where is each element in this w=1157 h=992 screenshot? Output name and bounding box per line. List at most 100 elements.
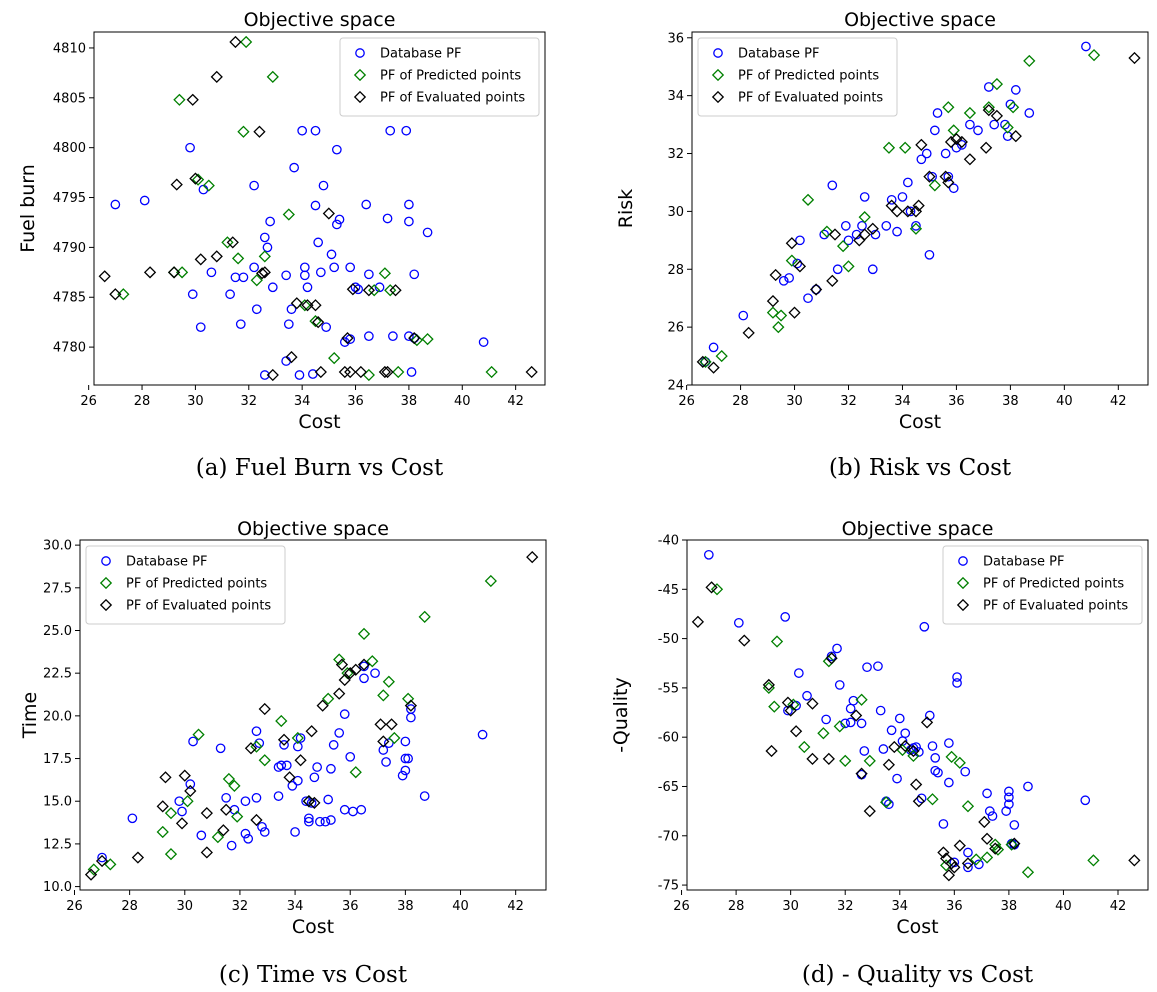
y-tick-label: -70 <box>658 829 679 844</box>
data-point <box>1006 101 1020 114</box>
x-tick-label: 40 <box>452 899 469 914</box>
x-tick-label: 42 <box>1110 899 1127 914</box>
data-point <box>98 270 111 283</box>
data-point <box>923 170 936 183</box>
data-point <box>783 705 793 716</box>
data-point <box>526 550 539 564</box>
data-point <box>287 781 298 791</box>
data-point <box>84 868 98 881</box>
data-point <box>279 740 289 750</box>
x-tick-label: 30 <box>786 394 803 409</box>
data-point <box>933 767 943 778</box>
data-point <box>888 740 901 754</box>
figure-caption: (c) Time vs Cost <box>219 962 408 988</box>
x-tick-label: 34 <box>294 394 311 409</box>
data-point <box>356 804 367 815</box>
plot-frame <box>691 31 1149 386</box>
data-point <box>983 82 994 92</box>
data-point <box>875 705 886 716</box>
data-point <box>258 250 271 263</box>
data-point <box>257 821 267 832</box>
data-point <box>243 833 254 844</box>
y-tick-label: -45 <box>658 583 679 598</box>
data-point <box>409 269 420 280</box>
legend-label: PF of Evaluated points <box>126 599 271 614</box>
data-point <box>364 331 374 341</box>
data-point <box>346 283 359 296</box>
data-point <box>331 219 342 230</box>
y-tick-label: 26 <box>667 321 684 336</box>
x-axis-label: Cost <box>896 916 938 938</box>
data-point <box>803 293 813 304</box>
data-point <box>170 178 183 191</box>
data-point <box>979 141 993 154</box>
data-point <box>406 704 416 714</box>
data-point <box>202 179 215 192</box>
data-point <box>932 108 943 118</box>
data-point <box>774 309 788 322</box>
data-point <box>855 693 868 706</box>
data-point <box>326 763 336 774</box>
data-point <box>848 695 859 706</box>
data-point <box>225 289 235 300</box>
data-point <box>253 125 266 138</box>
data-point <box>308 796 321 810</box>
data-point <box>952 672 962 682</box>
data-point <box>230 272 241 283</box>
data-point <box>766 294 780 308</box>
data-point <box>283 319 294 330</box>
data-point <box>196 830 207 841</box>
data-point <box>302 282 313 293</box>
data-point <box>827 180 838 191</box>
data-point <box>316 699 329 712</box>
data-point <box>901 205 914 218</box>
data-point <box>974 859 984 870</box>
data-point <box>251 304 262 315</box>
data-point <box>191 173 205 186</box>
data-point <box>710 583 724 596</box>
y-tick-label: 4780 <box>53 341 86 356</box>
y-tick-label: 4785 <box>53 291 86 306</box>
data-point <box>926 793 939 806</box>
x-tick-label: 36 <box>946 899 963 914</box>
data-point <box>385 125 396 136</box>
data-point <box>953 756 966 769</box>
data-point <box>194 253 207 266</box>
y-tick-label: 27.5 <box>43 581 72 596</box>
x-tick-label: 42 <box>1110 394 1127 409</box>
data-point <box>238 272 249 283</box>
data-point <box>707 361 720 374</box>
data-point <box>315 267 326 278</box>
data-point <box>788 306 801 319</box>
data-point <box>181 795 194 808</box>
data-point <box>404 216 414 227</box>
data-point <box>344 365 357 379</box>
data-point <box>811 284 821 295</box>
y-tick-label: 4795 <box>53 191 86 206</box>
legend-marker <box>99 576 113 590</box>
data-point <box>265 216 275 227</box>
data-point <box>525 365 538 379</box>
data-point <box>370 668 380 679</box>
data-point <box>326 815 336 825</box>
data-point <box>273 791 284 801</box>
data-point <box>240 796 251 807</box>
data-point <box>364 269 374 280</box>
data-point <box>210 250 223 263</box>
data-point <box>990 109 1004 123</box>
data-point <box>1128 51 1141 65</box>
chart-title: Objective space <box>844 9 996 31</box>
data-point <box>210 70 223 83</box>
data-point <box>385 718 398 731</box>
y-tick-label: 30 <box>667 205 684 220</box>
data-point <box>226 236 239 249</box>
data-point <box>942 176 955 189</box>
data-point <box>822 655 835 668</box>
data-point <box>378 267 392 280</box>
panel-fuel-burn-vs-cost: Objective space 26 28 30 32 34 36 38 40 42 4780 478… <box>17 9 546 481</box>
data-point <box>226 840 237 851</box>
data-point <box>978 815 991 829</box>
data-point <box>858 211 871 224</box>
data-point <box>139 195 150 206</box>
data-point <box>174 796 185 807</box>
